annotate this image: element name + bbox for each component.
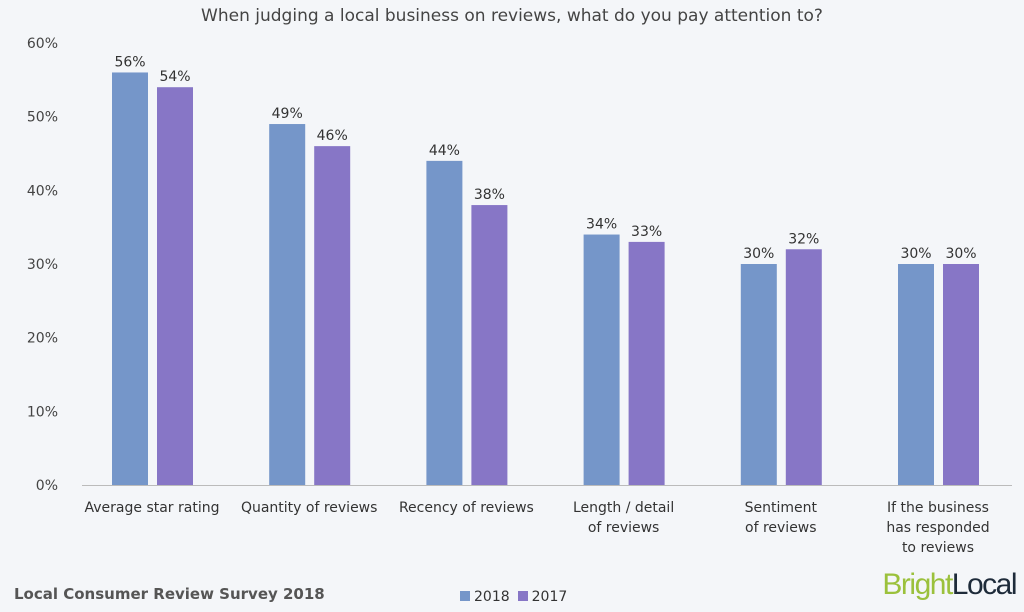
data-label: 38% [474, 187, 505, 203]
legend-item-2017: 2017 [517, 589, 568, 605]
data-label: 56% [114, 54, 145, 70]
legend-swatch [460, 591, 470, 601]
bar-2017 [471, 205, 508, 486]
logo-part: Local [951, 568, 1018, 601]
data-label: 30% [743, 246, 774, 262]
x-tick-label: Recency of reviews [399, 500, 534, 516]
data-label: 33% [631, 224, 662, 240]
bar-2017 [943, 264, 979, 485]
data-label: 34% [586, 217, 617, 233]
x-tick-label: Sentiment [745, 500, 818, 516]
data-label: 32% [788, 231, 819, 247]
legend-label: 2018 [474, 589, 510, 605]
bar-2018 [898, 264, 934, 485]
legend-swatch [517, 591, 528, 601]
x-tick-label: to reviews [902, 540, 974, 556]
x-tick-label: of reviews [588, 520, 660, 536]
y-tick-label: 40% [27, 183, 58, 199]
bar-2018 [269, 124, 306, 486]
data-label: 30% [945, 246, 976, 262]
x-tick-label: Average star rating [85, 500, 220, 516]
x-tick-label: of reviews [745, 520, 817, 536]
y-tick-label: 20% [27, 331, 58, 347]
legend-item-2018: 2018 [460, 589, 510, 605]
data-label: 30% [900, 246, 931, 262]
bar-2017 [314, 146, 351, 485]
y-tick-label: 0% [36, 478, 58, 494]
x-tick-label: has responded [886, 520, 989, 536]
source-label: Local Consumer Review Survey 2018 [14, 585, 325, 603]
y-tick-label: 50% [27, 110, 58, 126]
bar-2018 [112, 72, 148, 485]
legend: 2018 2017 [460, 589, 567, 605]
logo-part: Bright [882, 568, 953, 601]
bar-2017 [157, 87, 193, 485]
chart-title: When judging a local business on reviews… [201, 6, 823, 26]
data-label: 54% [159, 69, 190, 85]
data-label: 49% [272, 106, 303, 122]
bar-2018 [740, 264, 777, 485]
x-tick-label: If the business [887, 500, 989, 516]
brightlocal-logo: BrightLocal [882, 568, 1018, 602]
data-label: 46% [317, 128, 348, 144]
data-label: 44% [429, 143, 460, 159]
bar-2017 [628, 241, 665, 485]
legend-label: 2017 [531, 589, 568, 605]
bar-2017 [785, 249, 822, 485]
y-tick-label: 60% [27, 36, 58, 52]
y-tick-label: 10% [27, 404, 58, 420]
x-tick-label: Quantity of reviews [241, 500, 378, 516]
bar-2018 [583, 234, 620, 485]
y-tick-label: 30% [27, 257, 58, 273]
bar-2018 [426, 160, 463, 485]
x-tick-label: Length / detail [573, 500, 674, 516]
